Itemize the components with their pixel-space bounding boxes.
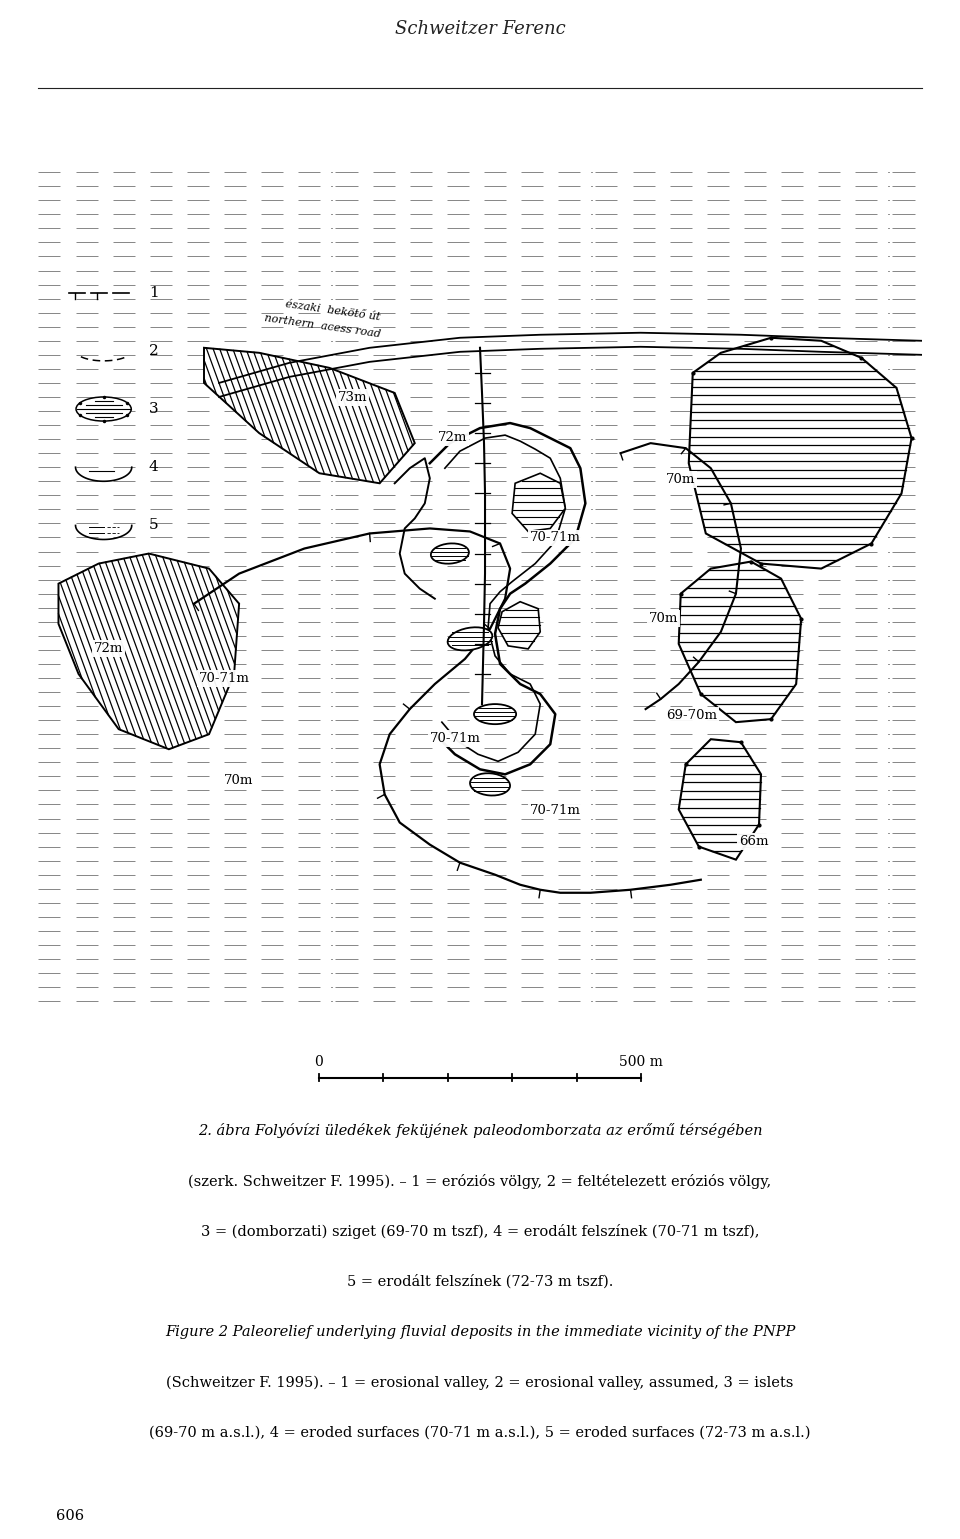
Text: 70m: 70m [649,613,678,625]
Text: 70-71m: 70-71m [199,673,250,685]
Text: 70-71m: 70-71m [530,531,581,545]
Text: 69-70m: 69-70m [665,709,717,722]
Text: 500 m: 500 m [619,1056,663,1070]
Text: (Schweitzer F. 1995). – 1 = erosional valley, 2 = erosional valley, assumed, 3 =: (Schweitzer F. 1995). – 1 = erosional va… [166,1376,794,1390]
Polygon shape [679,739,761,860]
Text: 3 = (domborzati) sziget (69-70 m tszf), 4 = erodált felszínek (70-71 m tszf),: 3 = (domborzati) sziget (69-70 m tszf), … [201,1225,759,1239]
Text: 5: 5 [149,519,158,532]
Text: Schweitzer Ferenc: Schweitzer Ferenc [395,20,565,37]
Text: Figure 2 Paleorelief underlying fluvial deposits in the immediate vicinity of th: Figure 2 Paleorelief underlying fluvial … [165,1325,795,1339]
Text: northern  acess road: northern acess road [264,314,382,340]
Text: 70-71m: 70-71m [430,733,481,745]
Text: (szerk. Schweitzer F. 1995). – 1 = eróziós völgy, 2 = feltételezett eróziós völg: (szerk. Schweitzer F. 1995). – 1 = erózi… [188,1174,772,1188]
Text: 1: 1 [149,286,158,300]
Text: 70m: 70m [224,774,253,788]
Text: 4: 4 [149,460,158,474]
Ellipse shape [470,773,510,796]
Text: (69-70 m a.s.l.), 4 = eroded surfaces (70-71 m a.s.l.), 5 = eroded surfaces (72-: (69-70 m a.s.l.), 4 = eroded surfaces (7… [149,1427,811,1441]
Ellipse shape [474,703,516,725]
Text: 70-71m: 70-71m [530,805,581,817]
Text: 2. ábra Folyóvízi üledékek feküjének paleodomborzata az erőmű térségében: 2. ábra Folyóvízi üledékek feküjének pal… [198,1123,762,1139]
Text: 0: 0 [314,1056,324,1070]
Text: 606: 606 [56,1508,84,1522]
Ellipse shape [431,543,468,563]
Ellipse shape [76,397,132,422]
Text: 72m: 72m [93,642,123,656]
Text: 73m: 73m [338,391,367,405]
Polygon shape [59,554,239,749]
Text: 2: 2 [149,343,158,357]
Polygon shape [498,602,540,649]
Text: 66m: 66m [739,834,768,848]
Ellipse shape [447,628,492,651]
Polygon shape [512,474,565,531]
Text: északi  bekötő út: északi bekötő út [284,300,380,323]
Text: 72m: 72m [438,431,468,445]
Polygon shape [204,348,415,483]
Polygon shape [688,337,912,568]
Text: 5 = erodált felszínek (72-73 m tszf).: 5 = erodált felszínek (72-73 m tszf). [347,1274,613,1290]
Polygon shape [679,562,802,722]
Text: 70m: 70m [665,474,695,486]
Text: 3: 3 [149,402,158,416]
